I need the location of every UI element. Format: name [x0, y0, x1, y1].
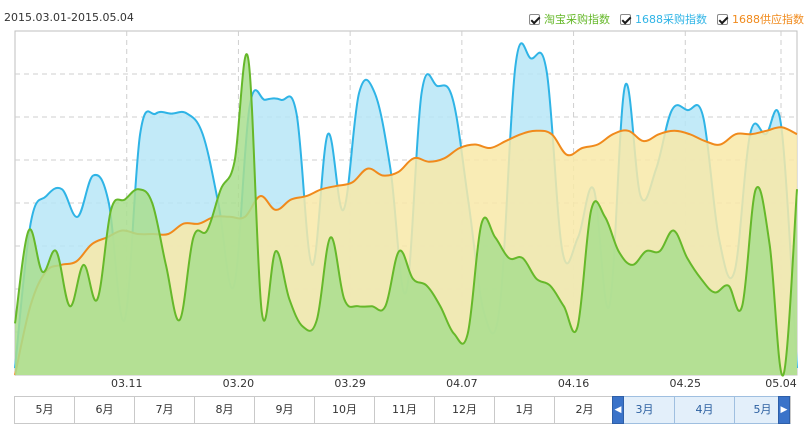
area-chart: 03.11 03.20 03.29 04.07 04.16 04.25 05.04 — [14, 30, 798, 390]
series-taobao-area — [15, 54, 797, 376]
checkbox-icon[interactable] — [529, 13, 540, 25]
x-tick-label: 04.25 — [670, 377, 702, 390]
series-taobao-line — [14, 53, 798, 377]
month-cell[interactable]: 1月 — [494, 396, 554, 424]
x-tick-label: 03.20 — [223, 377, 255, 390]
month-cell[interactable]: 9月 — [254, 396, 314, 424]
chart-legend: 淘宝采购指数 1688采购指数 1688供应指数 — [529, 11, 804, 27]
checkbox-icon[interactable] — [620, 13, 631, 25]
series-taobao — [14, 53, 798, 377]
legend-item-1688-supply[interactable]: 1688供应指数 — [717, 11, 804, 27]
month-cell[interactable]: 11月 — [374, 396, 434, 424]
legend-item-taobao[interactable]: 淘宝采购指数 — [529, 11, 610, 27]
month-range-selector[interactable]: 5月 6月 7月 8月 9月 10月 11月 12月 1月 2月 3月 ◀ 4月 5月 ▶ — [14, 396, 798, 424]
month-cell[interactable]: 2月 — [554, 396, 614, 424]
x-tick-label: 03.29 — [334, 377, 366, 390]
x-tick-label: 04.16 — [558, 377, 590, 390]
range-left-handle[interactable]: ◀ — [612, 396, 624, 424]
legend-item-1688-purchase[interactable]: 1688采购指数 — [620, 11, 707, 27]
date-range-label: 2015.03.01-2015.05.04 — [4, 11, 134, 24]
month-cell[interactable]: 3月 — [614, 396, 674, 424]
month-cell[interactable]: 7月 — [134, 396, 194, 424]
month-cell[interactable]: 5月 — [14, 396, 74, 424]
legend-label-1688-purchase: 1688采购指数 — [635, 13, 707, 26]
month-cell[interactable]: 12月 — [434, 396, 494, 424]
month-cell[interactable]: 10月 — [314, 396, 374, 424]
x-tick-label: 04.07 — [446, 377, 478, 390]
x-tick-label: 05.04 — [765, 377, 797, 390]
range-right-handle[interactable]: ▶ — [778, 396, 790, 424]
x-tick-label: 03.11 — [111, 377, 143, 390]
month-cell[interactable]: 8月 — [194, 396, 254, 424]
month-cell[interactable]: 6月 — [74, 396, 134, 424]
checkbox-icon[interactable] — [717, 13, 728, 25]
legend-label-1688-supply: 1688供应指数 — [732, 13, 804, 26]
month-cell[interactable]: 4月 — [674, 396, 734, 424]
legend-label-taobao: 淘宝采购指数 — [544, 13, 610, 26]
